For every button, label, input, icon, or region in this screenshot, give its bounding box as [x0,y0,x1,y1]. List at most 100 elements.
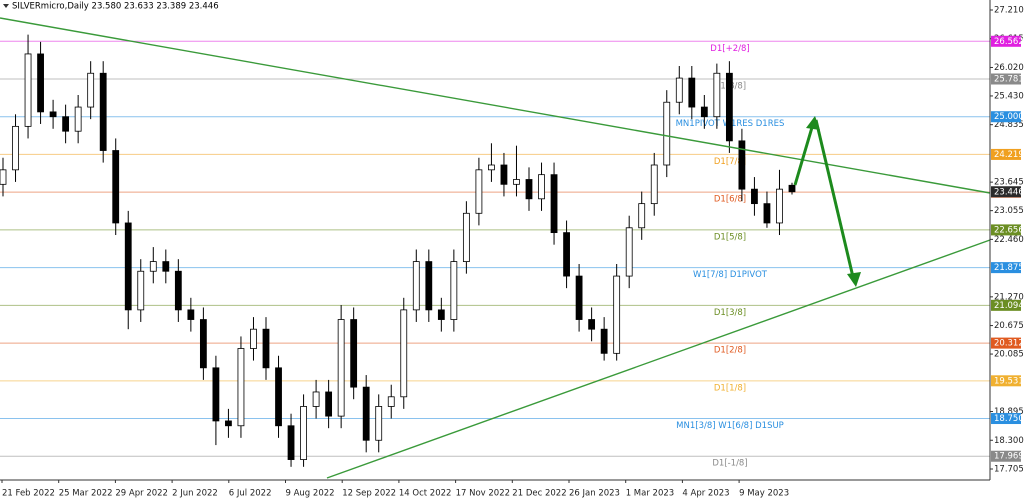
candle-body [550,174,558,234]
candle-body [563,232,570,277]
y-tick-label: 23.645 [994,178,1024,188]
x-tick-label: 1 Mar 2023 [626,489,674,499]
level-tag-label: 22.656 [994,225,1024,235]
level-tag [991,111,1021,123]
x-tick-label: 21 Dec 2022 [512,489,566,499]
candle-body [513,179,520,185]
level-label: D1[1/8] [714,383,746,393]
lower-trendline [326,239,991,479]
level-tag-label: 17.969 [994,452,1024,462]
candle-body [287,425,295,460]
x-tick-label: 12 Sep 2022 [342,489,396,499]
y-tick-label: 18.895 [994,407,1024,417]
candle-body [425,261,433,311]
x-tick-label: 2 Jun 2022 [172,489,218,499]
candle-body [725,72,733,142]
candle-body [275,367,282,427]
y-tick-label: 26.020 [994,63,1024,73]
level-tag-label: 26.562 [994,37,1024,47]
candle-body [675,77,683,103]
candle-body [412,261,420,311]
level-tag [991,375,1021,387]
level-label: D1[+2/8] [710,44,749,54]
candle-body [12,125,19,171]
candle-body [488,164,495,171]
candle-body [199,319,207,369]
candle-body [638,203,646,229]
candle-body [575,275,583,320]
arrow-up [793,123,815,186]
y-tick-label: 17.705 [994,464,1024,474]
candle-body [525,179,533,200]
level-tag [991,148,1021,160]
y-tick-label: 22.460 [994,235,1024,245]
x-tick-label: 9 Aug 2022 [286,489,335,499]
candle-body [49,111,57,118]
candle-body [174,270,182,311]
x-tick-label: 9 May 2023 [739,489,789,499]
candle-body [87,72,95,108]
candle-body [763,203,771,224]
level-label: D1[7/8] [714,157,746,167]
candle-body [650,164,658,205]
y-tick-label: 20.675 [994,321,1024,331]
level-label: D1[6/8] [714,195,746,205]
candle-body [162,261,170,272]
candle-body [262,328,270,369]
candle-body [613,275,621,354]
level-tag-label: 19.531 [994,376,1024,386]
candle-body [250,328,257,349]
candle-body [24,53,32,127]
current-price-label: 23.446 [994,187,1024,197]
candle-body [74,106,82,132]
candle-body [738,140,746,190]
candle-body [387,396,395,407]
candle-body [588,319,596,330]
x-tick-label: 26 Jan 2023 [569,489,620,499]
arrowhead [847,272,861,287]
y-tick-label: 21.270 [994,292,1024,302]
candle-body [0,169,7,185]
current-price-tag [991,186,1021,198]
level-tag-label: 24.219 [994,150,1024,160]
candle-body [776,188,783,224]
level-label: W1[7/8] D1PIVOT [693,270,768,280]
candle-body [337,319,345,417]
level-tag [991,450,1021,462]
candle-body [225,420,232,427]
candle-body [500,164,508,185]
y-tick-label: 24.835 [994,120,1024,130]
level-label: D1[3/8] [714,308,746,318]
y-tick-label: 25.430 [994,91,1024,101]
y-tick-label: 27.210 [994,5,1024,15]
candle-body [362,386,370,441]
candle-body [325,391,333,417]
x-tick-label: 21 Feb 2022 [2,489,55,499]
level-tag [991,413,1021,425]
candle-body [437,309,445,320]
candle-body [137,270,145,311]
level-tag-label: 20.312 [994,339,1024,349]
candle-body [350,319,358,388]
candle-body [625,227,633,277]
candle-body [237,348,245,427]
candle-body [713,72,721,118]
chart-title: SILVERmicro,Daily 23.580 23.633 23.389 2… [12,2,219,12]
level-tag-label: 21.875 [994,263,1024,273]
level-tag-label: 18.750 [994,414,1024,424]
level-tag [991,262,1021,274]
candle-body [462,212,470,262]
level-tag [991,337,1021,349]
candle-body [37,53,44,113]
candle-body [663,101,671,166]
x-tick-label: 17 Nov 2022 [456,489,510,499]
y-tick-label: 20.085 [994,350,1024,360]
level-tag [991,35,1021,47]
level-tag [991,299,1021,311]
x-tick-label: 6 Jul 2022 [229,489,272,499]
candle-body [751,188,758,205]
candle-body [788,184,796,193]
arrow-down [814,119,855,278]
